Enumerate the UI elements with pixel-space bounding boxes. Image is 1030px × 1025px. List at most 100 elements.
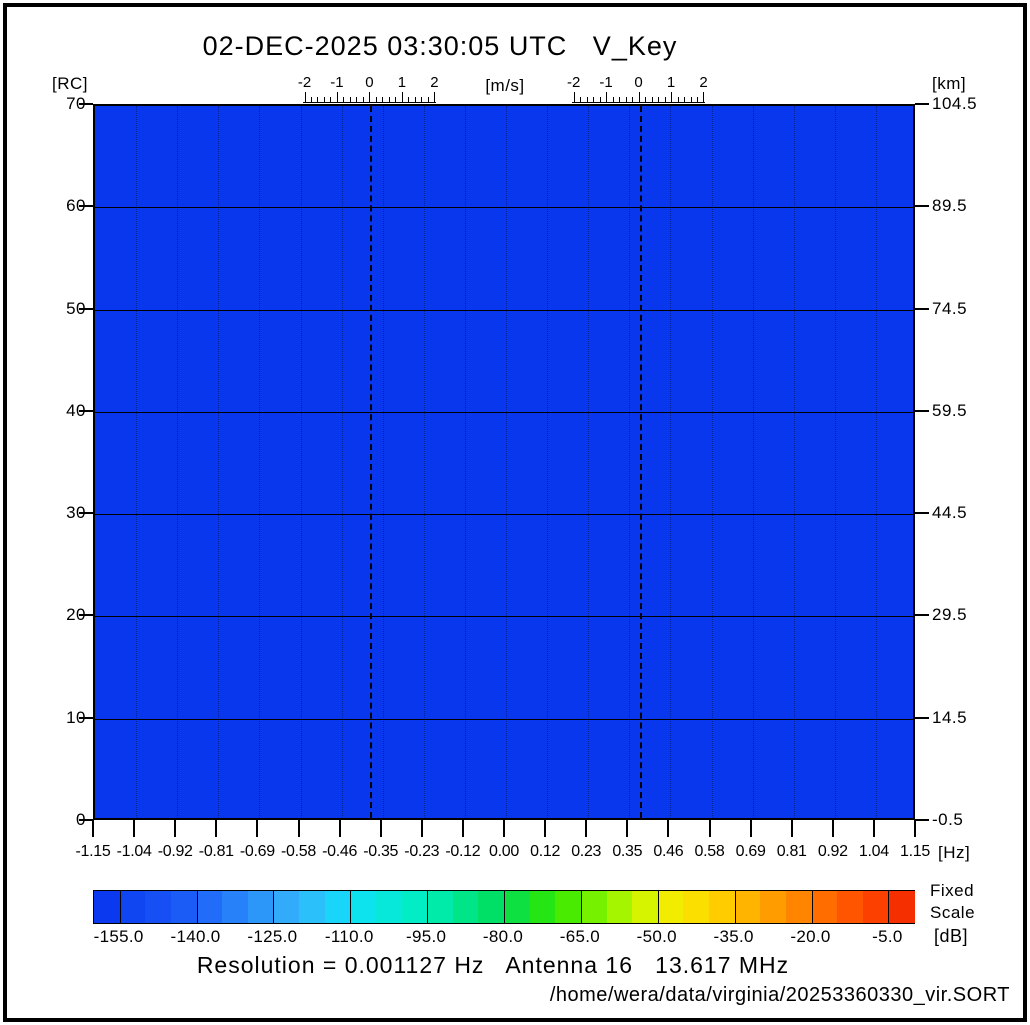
left-axis-tick-label: 20 [66,605,86,625]
bottom-axis-tick-label: 0.23 [571,843,602,860]
ruler-major-tick [606,92,608,103]
bottom-axis-tick-label: 0.35 [612,843,643,860]
colorbar-segment [196,891,223,923]
bottom-axis-tick-label: -0.58 [281,843,316,860]
ruler-tick-label: 2 [430,74,439,91]
right-axis-tick [915,512,929,515]
vertical-dotted-gridline [875,106,877,818]
ruler-minor-tick [690,97,692,103]
ruler-minor-tick [362,97,364,103]
vertical-dotted-gridline [793,106,795,818]
bottom-axis-tick [297,820,300,837]
colorbar-segment [401,891,428,923]
colorbar-segment [504,891,531,923]
colorbar-tick-line [657,891,659,923]
colorbar-segment [222,891,249,923]
colorbar-tick-line [888,891,890,923]
bottom-axis-tick [338,820,341,837]
left-axis-tick [79,103,93,105]
colorbar-tick-label: -95.0 [406,927,447,946]
ruler-minor-tick [677,97,679,103]
vertical-dotted-gridline [177,106,179,818]
colorbar-scale-mode-line1: Fixed [930,881,975,900]
colorbar-tick-label: -5.0 [872,927,903,946]
colorbar-segment [785,891,812,923]
bottom-axis-tick [174,820,177,837]
ruler-minor-tick [645,97,647,103]
bottom-axis-tick-label: -0.12 [445,843,481,860]
ruler-minor-tick [356,97,358,103]
ruler-baseline [302,102,437,103]
left-axis-tick-label: 40 [66,400,86,420]
ruler-tick-label: -1 [330,74,344,91]
right-axis-tick-label: 104.5 [932,94,978,113]
ruler-minor-tick [651,97,653,103]
vertical-dotted-gridline [218,106,220,818]
colorbar-segment [888,891,915,923]
right-axis-tick [915,205,929,208]
right-axis-tick-label: -0.5 [932,810,964,829]
bottom-axis-tick-label: -0.69 [239,843,275,860]
colorbar-segment [862,891,889,923]
colorbar-tick-label: -35.0 [713,927,754,946]
horizontal-gridline [95,616,913,618]
left-axis-tick-label: 30 [66,503,86,523]
bottom-axis-tick-label: -1.04 [116,843,152,860]
bottom-axis-tick [831,820,834,837]
right-axis-tick-label: 44.5 [932,503,968,523]
ruler-major-tick [369,92,371,103]
colorbar-segment [529,891,556,923]
velocity-ruler-unit-label: [m/s] [485,76,525,95]
left-axis-tick [79,614,93,617]
right-axis-tick-label: 89.5 [932,196,968,216]
colorbar-segment [452,891,479,923]
colorbar-unit-label: [dB] [934,926,969,946]
ruler-tick-label: -1 [599,74,613,91]
vertical-dotted-gridline [670,106,672,818]
colorbar-tick-label: -80.0 [482,927,524,946]
colorbar-segment [375,891,402,923]
source-file-path: /home/wera/data/virginia/20253360330_vir… [549,984,1010,1006]
colorbar-segment [837,891,864,923]
colorbar-segment [632,891,659,923]
bottom-axis-tick-label: 0.92 [817,843,848,860]
colorbar-segment [760,891,787,923]
ruler-minor-tick [421,97,423,103]
colorbar-tick-line [273,891,275,923]
horizontal-gridline [95,514,913,516]
ruler-minor-tick [427,97,429,103]
ruler-major-tick [703,92,705,103]
colorbar-segment [734,891,761,923]
bottom-axis-tick [914,820,916,837]
colorbar-segment [811,891,838,923]
bottom-axis-tick-label: 1.15 [900,843,930,860]
vertical-dotted-gridline [382,106,384,818]
left-axis-tick [79,205,93,208]
horizontal-gridline [95,718,913,720]
ruler-tick-label: -2 [297,74,312,91]
bottom-axis-tick [790,820,793,837]
bottom-axis-tick [420,820,423,837]
bottom-axis-tick-label: 1.04 [858,843,889,860]
colorbar-segment [657,891,684,923]
right-axis-unit-label: [km] [932,74,967,93]
right-axis-tick [915,307,929,310]
colorbar-tick-label: -65.0 [559,927,600,946]
ruler-minor-tick [414,97,416,103]
bottom-axis-tick [92,820,94,837]
bottom-axis-tick-label: 0.81 [776,843,807,860]
ruler-minor-tick [586,97,588,103]
ruler-minor-tick [343,97,345,103]
right-axis-tick-label: 29.5 [932,605,968,625]
bragg-frequency-dashed-line [370,106,373,818]
horizontal-gridline [95,411,913,413]
colorbar-tick-line [119,891,121,923]
ruler-minor-tick [612,97,614,103]
vertical-dotted-gridline [629,106,631,818]
colorbar-tick-label: -140.0 [170,927,221,946]
vertical-dotted-gridline [259,106,261,818]
right-axis-tick [915,614,929,617]
left-axis-tick [79,716,93,719]
ruler-major-tick [573,92,575,103]
colorbar-tick-line [734,891,736,923]
